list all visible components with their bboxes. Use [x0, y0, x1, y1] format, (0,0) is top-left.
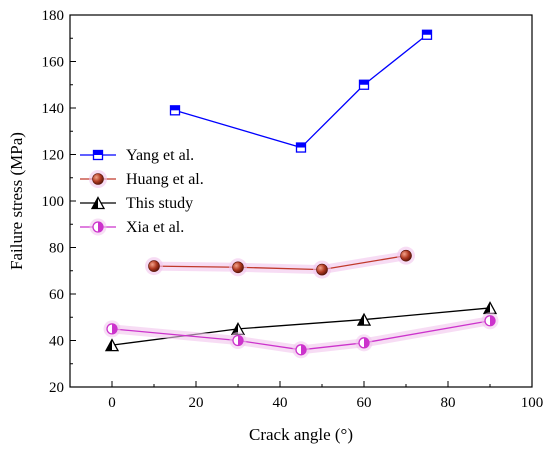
- y-tick-label: 40: [49, 334, 64, 350]
- y-tick-label: 120: [42, 148, 65, 164]
- data-point: [145, 257, 163, 276]
- y-tick-label: 140: [42, 101, 65, 117]
- legend: Yang et al. Huang et al. This study Xia et …: [80, 147, 204, 236]
- y-tick-label: 80: [49, 241, 64, 257]
- data-point: [229, 332, 247, 349]
- series-3: [103, 312, 499, 359]
- legend-item: This study: [80, 195, 193, 212]
- y-tick-label: 180: [42, 8, 65, 24]
- data-point: [229, 258, 247, 277]
- data-point: [103, 320, 121, 338]
- y-tick-label: 60: [49, 287, 64, 303]
- data-point: [295, 142, 307, 153]
- legend-marker: [89, 170, 107, 188]
- data-point: [397, 246, 415, 265]
- x-tick-label: 20: [189, 395, 204, 411]
- y-tick-label: 20: [49, 380, 64, 396]
- x-axis-label: Crack angle (°): [249, 425, 353, 444]
- legend-item: Yang et al.: [80, 147, 194, 164]
- legend-label: Xia et al.: [126, 219, 184, 236]
- legend-item: Xia et al.: [80, 218, 184, 236]
- legend-label: Huang et al.: [126, 171, 204, 188]
- x-tick-label: 60: [357, 395, 372, 411]
- legend-item: Huang et al.: [80, 170, 204, 188]
- legend-marker: [89, 218, 107, 236]
- data-point: [355, 334, 373, 352]
- x-tick-label: 80: [441, 395, 456, 411]
- y-tick-label: 100: [42, 194, 65, 210]
- y-axis-label: Failure stress (MPa): [7, 132, 26, 270]
- data-point: [313, 260, 331, 279]
- legend-label: Yang et al.: [126, 147, 194, 164]
- data-point: [358, 79, 370, 90]
- data-point: [169, 105, 181, 116]
- series-line: [174, 34, 428, 149]
- data-point: [481, 312, 499, 330]
- x-tick-label: 100: [521, 395, 544, 411]
- data-point: [356, 312, 372, 326]
- data-point: [421, 29, 433, 40]
- series-1: [145, 246, 415, 279]
- data-point: [104, 338, 120, 352]
- data-point: [292, 341, 310, 359]
- series-line-glow: [149, 251, 411, 275]
- series-0: [169, 29, 433, 153]
- legend-marker: [90, 196, 106, 210]
- x-tick-label: 40: [273, 395, 288, 411]
- legend-marker: [92, 149, 104, 161]
- x-tick-label: 0: [108, 395, 116, 411]
- series-line: [153, 254, 407, 271]
- legend-label: This study: [126, 195, 193, 212]
- y-tick-label: 160: [42, 55, 65, 71]
